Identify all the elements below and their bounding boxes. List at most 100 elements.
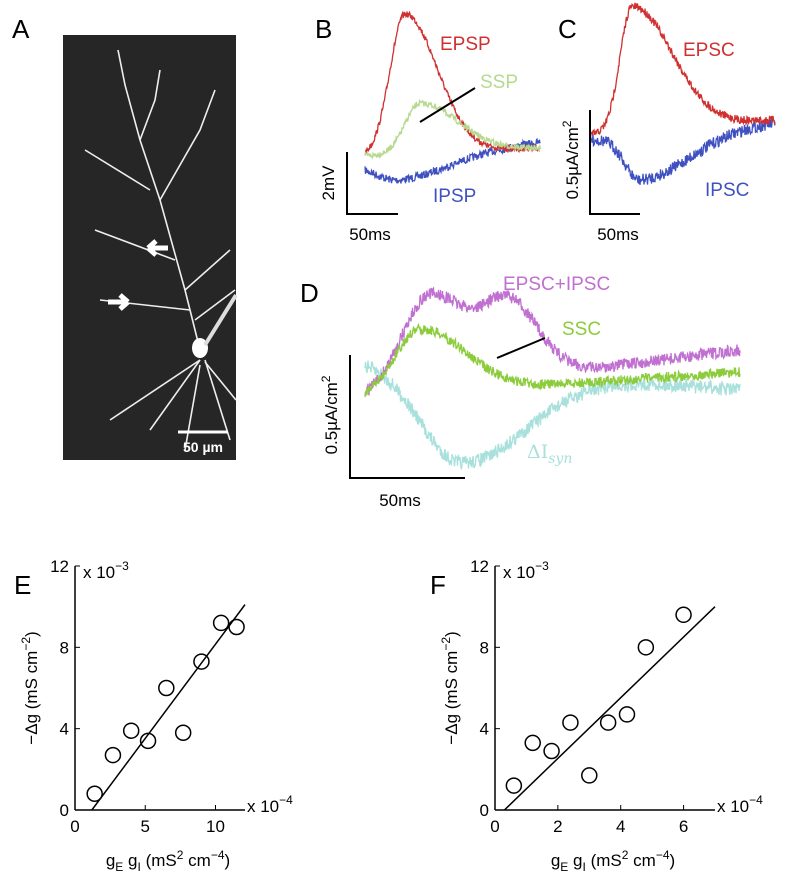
scale-label: 50ms [349, 225, 391, 244]
neuron [84, 49, 237, 451]
x-label-part: 2 [177, 848, 184, 862]
point [524, 734, 541, 752]
point [228, 618, 245, 636]
y-label-part: −2 [19, 637, 33, 651]
x-tick-label: 2 [553, 817, 562, 836]
point [122, 722, 140, 739]
x-axis-label: gE gI (mS2 cm−4) [551, 848, 675, 874]
x-tick-label: 0 [490, 817, 499, 836]
point [543, 742, 560, 760]
x-exponent-power: −4 [749, 793, 763, 807]
scale-bar [589, 110, 640, 215]
y-tick-label: 0 [480, 801, 489, 820]
x-label-part: cm [628, 851, 655, 870]
x-label-part: g [106, 851, 115, 870]
x-exponent-base: x 10 [717, 797, 749, 816]
y-exponent-power: −3 [535, 559, 549, 573]
trace-label: EPSC+IPSC [503, 274, 610, 295]
y-label-part: −2 [439, 637, 453, 651]
y-tick-label: 0 [60, 801, 69, 820]
y-exponent-base: x 10 [83, 563, 115, 582]
panel-label: D [300, 278, 319, 308]
pipette [203, 293, 238, 347]
y-label-part: −Δg (mS cm [442, 651, 461, 745]
x-exponent-power: −4 [279, 793, 293, 807]
point [581, 767, 598, 784]
trace [364, 322, 741, 398]
y-exponent: x 10−3 [83, 559, 129, 582]
trace-label: ΔIsyn [527, 441, 572, 467]
pointer [419, 87, 476, 123]
trace [364, 10, 541, 156]
point [104, 746, 122, 764]
x-exponent: x 10−4 [717, 793, 763, 816]
trace-label: IPSP [433, 186, 476, 207]
scale-label: 0.5µA/cm2 [560, 120, 582, 199]
x-label-part: E [560, 860, 568, 874]
point [139, 732, 157, 750]
scale-bar [349, 355, 465, 479]
y-label-part: ) [442, 631, 461, 637]
x-tick-label: 5 [141, 817, 150, 836]
delta-sub: syn [548, 451, 572, 467]
y-tick-label: 12 [470, 557, 489, 576]
trace [589, 117, 776, 186]
scale-label: 2mV [319, 165, 338, 201]
x-label-part: g [568, 851, 582, 870]
y-axis-label: −Δg (mS cm−2) [19, 631, 41, 744]
panel-label: E [14, 570, 31, 600]
y-exponent: x 10−3 [503, 559, 549, 582]
point [618, 706, 636, 723]
y-tick-label: 12 [50, 557, 69, 576]
trace [589, 2, 776, 137]
x-label-part: I [583, 860, 586, 874]
trace [364, 360, 741, 470]
trace-label: EPSP [440, 34, 491, 55]
point [599, 714, 617, 731]
x-label-part: g [551, 851, 560, 870]
trace [364, 98, 541, 160]
delta: ΔI [527, 441, 548, 463]
x-label-part: E [115, 860, 123, 874]
x-label-part: −4 [211, 848, 225, 862]
y-tick-label: 8 [480, 638, 489, 657]
x-label-part: ) [225, 851, 231, 870]
point [86, 785, 103, 802]
x-exponent-base: x 10 [247, 797, 279, 816]
point [562, 714, 579, 731]
point [505, 777, 523, 794]
point [212, 614, 230, 632]
point [637, 639, 655, 656]
x-label-part: ) [670, 851, 676, 870]
x-tick-label: 6 [679, 817, 688, 836]
panel-label: C [558, 14, 577, 44]
y-label-part: −Δg (mS cm [22, 651, 41, 745]
x-exponent: x 10−4 [247, 793, 293, 816]
y-exponent-power: −3 [115, 559, 129, 573]
x-tick-label: 0 [70, 817, 79, 836]
trace [364, 286, 741, 396]
x-tick-label: 4 [616, 817, 625, 836]
y-label-part: ) [22, 631, 41, 637]
x-label-part: (mS [141, 851, 177, 870]
y-axis-label: −Δg (mS cm−2) [439, 631, 461, 744]
trace-label: IPSC [705, 180, 749, 201]
panel-label: B [315, 14, 332, 44]
x-axis-label: gE gI (mS2 cm−4) [106, 848, 230, 874]
x-label-part: −4 [656, 848, 670, 862]
x-label-part: g [123, 851, 137, 870]
unit: 0.5µA/cm [563, 127, 582, 199]
y-tick-label: 4 [480, 720, 489, 739]
scale-label: 50 µm [183, 439, 223, 455]
scale-label: 0.5µA/cm2 [319, 375, 341, 454]
panel-label: F [430, 570, 446, 600]
unit-exp: 2 [319, 375, 333, 382]
point [174, 724, 192, 741]
trace-label: SSC [562, 319, 601, 340]
unit-exp: 2 [560, 120, 574, 127]
fit-line [91, 604, 246, 811]
trace-label: SSP [480, 72, 518, 93]
